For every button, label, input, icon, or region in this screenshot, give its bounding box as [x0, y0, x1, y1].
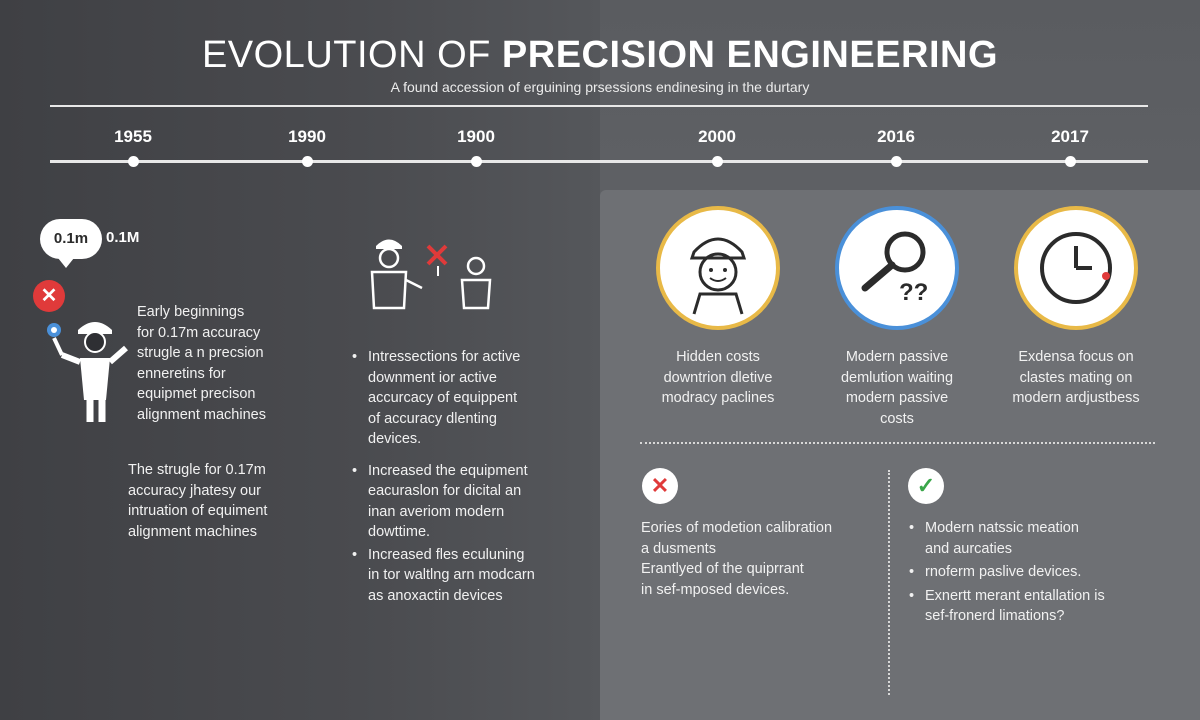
timeline-line — [50, 160, 1148, 163]
icon-caption-modern-passive: Modern passive demlution waiting modern … — [807, 347, 987, 429]
header-divider — [50, 105, 1148, 107]
text-line: intruation of equiment — [128, 503, 268, 519]
text-line: rnoferm paslive devices. — [925, 564, 1082, 580]
early-beginnings-text: Early beginnings for 0.17m accuracy stru… — [137, 302, 297, 425]
timeline-year: 2000 — [698, 127, 736, 146]
text-line: of accuracy dlenting — [368, 410, 497, 427]
workers-icon — [370, 239, 492, 310]
timeline-year: 2016 — [877, 127, 915, 146]
text-line: downment ior active — [368, 369, 497, 386]
text-line: accurcacy of equippent — [368, 390, 518, 406]
text-line: dowttime. — [368, 524, 431, 540]
list-item: Exnertt merant entallation is sef-froner… — [909, 586, 1165, 627]
text-line: and aurcaties — [925, 540, 1013, 557]
text-line: Eories of modetion calibration — [641, 520, 833, 536]
struggle-text: The strugle for 0.17m accuracy jhatesy o… — [128, 460, 308, 542]
question-marks: ?? — [899, 279, 928, 306]
text-line: costs — [880, 410, 914, 427]
engineer-face-icon — [689, 237, 747, 315]
text-line: downtrion dletive — [663, 369, 773, 386]
text-line: accuracy jhatesy our — [128, 482, 261, 499]
page-title: EVOLUTION OF PRECISION ENGINEERING — [0, 34, 1200, 77]
text-line: Increased fles eculuning — [368, 546, 525, 563]
text-line: Intressections for active — [368, 349, 521, 365]
text-line: modracy paclines — [661, 390, 775, 406]
text-line: inan averiom modern — [368, 503, 505, 520]
timeline-marker — [471, 156, 482, 167]
timeline-marker — [891, 156, 902, 167]
engineer-figure-icon — [47, 322, 128, 422]
list-item: Modern natssic meation and aurcaties — [909, 518, 1165, 559]
text-line: Modern natssic meation — [925, 520, 1079, 536]
text-line: clastes mating on — [1019, 369, 1133, 386]
list-item: rnoferm paslive devices. — [909, 562, 1165, 583]
timeline-marker — [302, 156, 313, 167]
search-icon: ?? — [861, 231, 928, 306]
timeline-year: 1900 — [457, 127, 495, 146]
text-line: The strugle for 0.17m — [128, 462, 266, 478]
text-line: Hidden costs — [676, 349, 760, 365]
timeline-year: 1990 — [288, 127, 326, 146]
list-item: Increased the equipment eacuraslon for d… — [352, 461, 568, 543]
timeline-marker — [1065, 156, 1076, 167]
text-line: equipmet precison — [137, 386, 256, 402]
text-line: Exnertt merant entallation is — [925, 587, 1105, 604]
text-line: as anoxactin devices — [368, 587, 503, 604]
icon-caption-hidden-costs: Hidden costs downtrion dletive modracy p… — [628, 347, 808, 409]
timeline-year: 1955 — [114, 127, 152, 146]
timeline-marker — [128, 156, 139, 167]
text-line: Early beginnings — [137, 304, 245, 320]
middle-bullet-list: Intressections for active downment ior a… — [352, 347, 568, 607]
timeline-marker — [712, 156, 723, 167]
engineer-avatar-icon — [656, 206, 780, 330]
text-line: Exdensa focus on — [1018, 349, 1134, 365]
clock-icon — [1014, 206, 1138, 330]
text-line: demlution waiting — [840, 369, 954, 386]
text-line: alignment machines — [128, 523, 257, 540]
bubble-label: 0.1m — [53, 230, 89, 247]
text-line: modern ardjustbess — [1012, 390, 1140, 406]
text-line: for 0.17m accuracy — [137, 324, 261, 341]
text-line: modern passive — [845, 390, 949, 406]
title-bold: PRECISION ENGINEERING — [501, 34, 999, 76]
text-line: in tor waltlng arn modcarn — [368, 567, 535, 583]
page-subtitle: A found accession of erguining prsession… — [390, 79, 810, 95]
section-divider — [640, 442, 1155, 444]
text-line: a dusments — [641, 540, 716, 557]
modern-bullet-list: Modern natssic meation and aurcaties rno… — [909, 518, 1165, 627]
text-line: strugle a n precsion — [137, 345, 264, 361]
text-line: alignment machines — [137, 406, 266, 423]
text-line: sef-fronerd limations? — [925, 608, 1065, 624]
close-icon: ✕ — [642, 468, 678, 504]
text-line: enneretins for — [137, 365, 226, 382]
magnifier-question-icon: ?? — [835, 206, 959, 330]
text-line: devices. — [368, 431, 422, 447]
icon-caption-expense-focus: Exdensa focus on clastes mating on moder… — [986, 347, 1166, 409]
check-icon: ✓ — [908, 468, 944, 504]
text-line: Increased the equipment — [368, 462, 528, 479]
text-line: eacuraslon for dicital an — [368, 483, 522, 499]
clock-face-icon — [1040, 232, 1112, 304]
text-line: in sef-mposed devices. — [641, 581, 790, 598]
column-divider — [888, 470, 890, 695]
error-icon: ✕ — [33, 280, 65, 312]
timeline-year: 2017 — [1051, 127, 1089, 146]
text-line: Erantlyed of the quiprrant — [641, 561, 804, 577]
title-light: EVOLUTION OF — [201, 34, 491, 76]
list-item: Increased fles eculuning in tor waltlng … — [352, 545, 568, 607]
text-line: Modern passive — [845, 349, 949, 365]
measurement-bubble: 0.1m — [40, 219, 102, 268]
before-calibration-text: Eories of modetion calibration a dusment… — [641, 518, 876, 600]
list-item: Intressections for active downment ior a… — [352, 347, 568, 450]
bubble-side-label: 0.1M — [106, 229, 140, 246]
